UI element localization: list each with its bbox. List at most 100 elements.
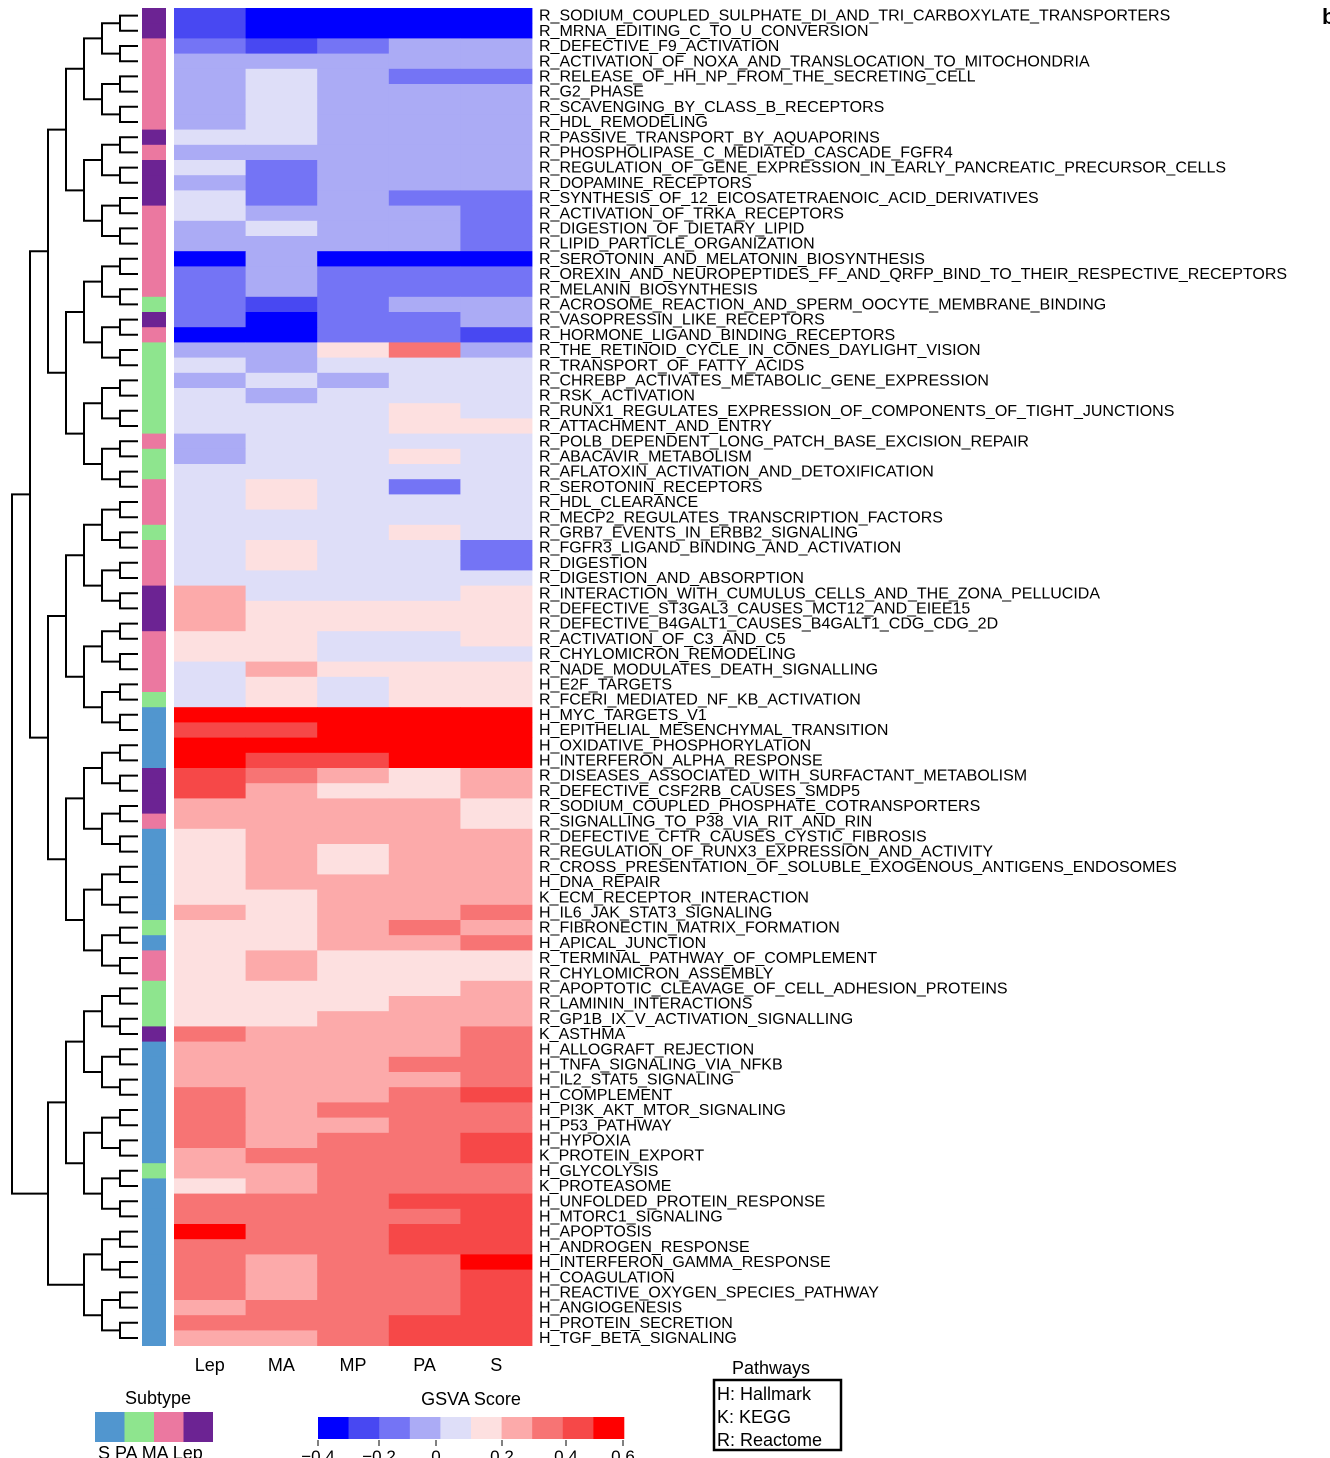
heatmap-cell	[174, 281, 246, 298]
subtype-cell	[142, 1087, 166, 1103]
subtype-cell	[142, 23, 166, 39]
heatmap-cell	[317, 1178, 390, 1194]
heatmap-cell	[460, 570, 533, 586]
subtype-cell	[142, 236, 166, 252]
heatmap-cell	[245, 783, 318, 799]
heatmap-cell	[174, 99, 246, 115]
row-label: R_SODIUM_COUPLED_PHOSPHATE_COTRANSPORTER…	[539, 798, 980, 815]
heatmap-cell	[317, 418, 390, 434]
heatmap-cell	[460, 1254, 533, 1270]
row-label: H_MYC_TARGETS_V1	[539, 707, 707, 724]
heatmap-cell	[245, 160, 318, 176]
heatmap-cell	[460, 661, 533, 678]
heatmap-cell	[388, 600, 461, 617]
subtype-cell	[142, 1102, 166, 1118]
heatmap-cell	[174, 388, 246, 404]
heatmap-cell	[460, 737, 533, 754]
heatmap-cell	[317, 1163, 390, 1179]
heatmap-cell	[174, 464, 246, 480]
heatmap-cell	[388, 980, 461, 997]
row-label: H_EPITHELIAL_MESENCHYMAL_TRANSITION	[539, 722, 888, 739]
heatmap-cell	[317, 509, 390, 526]
heatmap-cell	[317, 1193, 390, 1210]
heatmap-cell	[460, 1315, 533, 1331]
heatmap-cell	[245, 1102, 318, 1118]
heatmap-cell	[317, 722, 390, 738]
heatmap-cell	[460, 996, 533, 1012]
heatmap-cell	[245, 266, 318, 282]
subtype-cell	[142, 950, 166, 966]
heatmap-cell	[317, 372, 390, 389]
heatmap-cell	[388, 737, 461, 754]
subtype-cell	[142, 281, 166, 298]
heatmap-cell	[174, 874, 246, 890]
heatmap-cell	[317, 357, 390, 374]
heatmap-cell	[388, 1330, 461, 1346]
gsva-swatch	[532, 1417, 564, 1439]
heatmap-cell	[245, 296, 318, 313]
row-label: R_DIGESTION	[539, 555, 647, 572]
heatmap-cell	[460, 418, 533, 434]
heatmap-cell	[317, 935, 390, 951]
heatmap-cell	[388, 99, 461, 115]
heatmap-cell	[174, 1315, 246, 1331]
heatmap-cell	[245, 1193, 318, 1210]
heatmap-cell	[174, 980, 246, 997]
heatmap-cell	[245, 616, 318, 632]
heatmap-cell	[245, 464, 318, 480]
gsva-swatch	[501, 1417, 533, 1439]
pathways-legend-title: Pathways	[732, 1358, 810, 1378]
heatmap-cell	[174, 1148, 246, 1164]
pathways-legend-kegg: K: KEGG	[717, 1407, 791, 1427]
row-label: R_DEFECTIVE_CSF2RB_CAUSES_SMDP5	[539, 783, 860, 800]
heatmap-cell	[317, 281, 390, 298]
heatmap-cell	[388, 312, 461, 328]
subtype-cell	[142, 418, 166, 434]
heatmap-cell	[245, 403, 318, 419]
row-label: H_APOPTOSIS	[539, 1224, 652, 1241]
subtype-cell	[142, 388, 166, 404]
subtype-cell	[142, 464, 166, 480]
subtype-cell	[142, 874, 166, 890]
heatmap-cell	[317, 190, 390, 206]
heatmap-cell	[460, 479, 533, 495]
column-label: S	[490, 1355, 502, 1375]
subtype-cell	[142, 1163, 166, 1179]
heatmap-cell	[317, 1300, 390, 1316]
heatmap-cell	[174, 661, 246, 678]
row-label: R_DEFECTIVE_CFTR_CAUSES_CYSTIC_FIBROSIS	[539, 829, 927, 846]
heatmap-cell	[317, 84, 390, 100]
heatmap-cell	[174, 585, 246, 602]
row-label: H_COAGULATION	[539, 1269, 675, 1286]
heatmap-cell	[174, 53, 246, 70]
heatmap-cell	[317, 296, 390, 313]
heatmap-cell	[245, 1178, 318, 1194]
heatmap-cell	[460, 874, 533, 890]
subtype-cell	[142, 1208, 166, 1225]
heatmap-cell	[174, 844, 246, 860]
heatmap-cell	[388, 418, 461, 434]
subtype-cell	[142, 965, 166, 982]
heatmap-cell	[174, 996, 246, 1012]
heatmap-cell	[460, 190, 533, 206]
heatmap-cell	[245, 980, 318, 997]
heatmap-cell	[388, 783, 461, 799]
heatmap-cell	[245, 950, 318, 966]
heatmap-cell	[317, 813, 390, 830]
heatmap-cell	[245, 1254, 318, 1270]
heatmap-cell	[245, 342, 318, 358]
heatmap-cell	[388, 23, 461, 39]
heatmap-cell	[245, 509, 318, 526]
heatmap-cell	[388, 8, 461, 24]
heatmap-cell	[388, 357, 461, 374]
heatmap-cell	[388, 388, 461, 404]
subtype-cell	[142, 783, 166, 799]
heatmap-cell	[317, 965, 390, 982]
gsva-tick-label: −0.4	[301, 1447, 335, 1458]
row-label: H_APICAL_JUNCTION	[539, 935, 706, 952]
heatmap-cell	[388, 205, 461, 222]
heatmap-cell	[388, 1193, 461, 1210]
heatmap-cell	[245, 1239, 318, 1255]
subtype-cell	[142, 980, 166, 997]
row-label: R_SIGNALLING_TO_P38_VIA_RIT_AND_RIN	[539, 813, 872, 830]
